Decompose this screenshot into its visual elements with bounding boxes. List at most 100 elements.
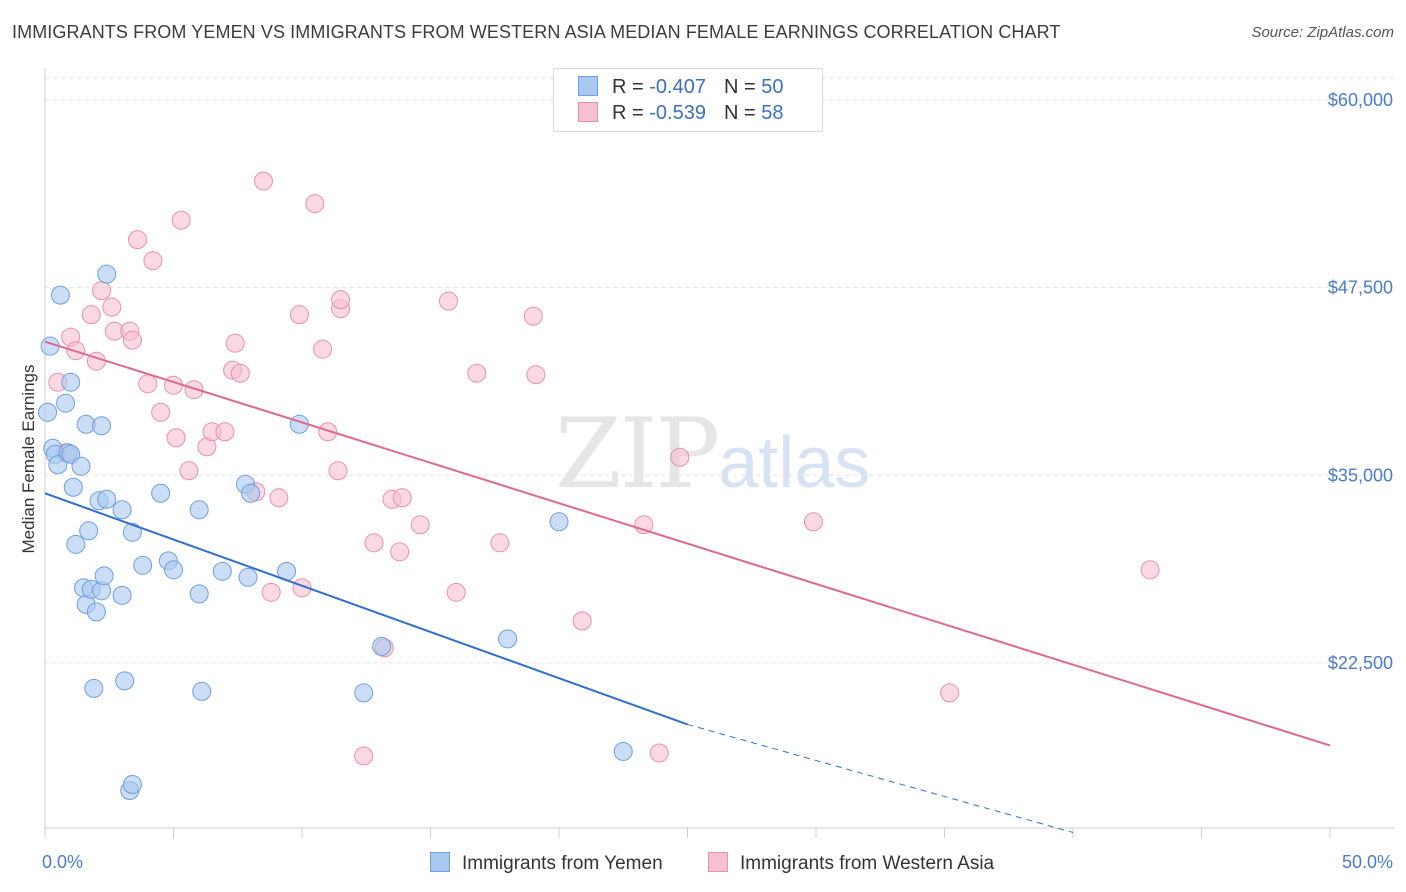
data-point-yemen (354, 683, 374, 703)
bottom-legend-western-asia: Immigrants from Western Asia (708, 852, 994, 875)
data-point-yemen (212, 561, 232, 581)
source-label: Source: ZipAtlas.com (1251, 24, 1394, 41)
data-point-yemen (92, 416, 112, 436)
data-point-yemen (189, 584, 209, 604)
data-point-western-asia (122, 330, 142, 350)
legend-r-label: R = (612, 102, 644, 124)
legend-n-value: 58 (761, 102, 784, 124)
y-axis-label: Median Female Earnings (19, 365, 38, 554)
data-point-western-asia (166, 428, 186, 448)
data-point-yemen (66, 534, 86, 554)
data-point-western-asia (313, 339, 333, 359)
data-point-yemen (79, 521, 99, 541)
data-point-yemen (115, 671, 135, 691)
data-point-western-asia (328, 461, 348, 481)
data-point-yemen (122, 774, 142, 794)
data-point-western-asia (392, 488, 412, 508)
watermark-atlas: atlas (718, 423, 871, 503)
data-point-western-asia (390, 542, 410, 562)
legend-r-label: R = (612, 76, 644, 98)
data-point-western-asia (253, 171, 273, 191)
data-point-yemen (71, 456, 91, 476)
data-point-yemen (133, 555, 153, 575)
data-point-western-asia (164, 375, 183, 395)
legend-swatch-western-asia (578, 102, 598, 122)
data-point-yemen (241, 483, 261, 503)
data-point-western-asia (438, 291, 458, 311)
data-point-yemen (97, 489, 117, 509)
data-point-western-asia (151, 402, 171, 422)
bottom-legend-swatch-western-asia (708, 852, 728, 872)
trend-line-western-asia (44, 340, 1331, 747)
yemen-points (38, 264, 633, 800)
data-point-yemen (97, 264, 117, 284)
chart-title: IMMIGRANTS FROM YEMEN VS IMMIGRANTS FROM… (12, 22, 1061, 42)
data-point-western-asia (940, 683, 960, 703)
data-point-western-asia (289, 305, 309, 325)
data-point-western-asia (269, 488, 289, 508)
data-point-western-asia (305, 194, 325, 214)
data-point-western-asia (230, 363, 250, 383)
data-point-western-asia (523, 306, 543, 326)
data-point-yemen (112, 500, 132, 520)
data-point-western-asia (649, 743, 669, 763)
legend-r-value: -0.539 (649, 102, 706, 124)
data-point-yemen (613, 741, 633, 761)
data-point-western-asia (138, 374, 158, 394)
y-tick-label: $22,500 (1328, 653, 1393, 673)
data-point-western-asia (364, 533, 384, 553)
data-point-yemen (86, 602, 106, 622)
data-point-yemen (189, 500, 209, 520)
legend-n-value: 50 (761, 76, 784, 98)
data-point-western-asia (184, 380, 204, 400)
y-tick-label: $35,000 (1328, 465, 1393, 485)
data-point-western-asia (215, 422, 235, 442)
legend-r-value: -0.407 (649, 76, 706, 98)
data-point-western-asia (102, 297, 122, 317)
data-point-western-asia (81, 305, 101, 325)
legend-swatch-yemen (578, 76, 598, 96)
data-point-western-asia (1140, 560, 1160, 580)
watermark: ZIPatlas (555, 398, 870, 510)
bottom-legend-yemen: Immigrants from Yemen (430, 852, 663, 875)
data-point-western-asia (179, 461, 199, 481)
data-point-western-asia (331, 290, 351, 310)
y-tick-label: $60,000 (1328, 90, 1393, 110)
data-point-western-asia (143, 251, 163, 271)
data-point-western-asia (354, 746, 374, 766)
data-point-yemen (164, 560, 183, 580)
data-point-yemen (498, 629, 518, 649)
western-asia-points (48, 171, 1160, 766)
data-point-yemen (122, 522, 142, 542)
data-point-western-asia (318, 422, 338, 442)
legend-row-western-asia: R = -0.539 N = 58 (578, 102, 783, 126)
legend-row-yemen: R = -0.407 N = 50 (578, 76, 783, 100)
data-point-yemen (549, 512, 569, 532)
trend-line-yemen-extension (687, 723, 1074, 833)
data-point-yemen (56, 393, 76, 413)
axis-labels: $22,500 $35,000 $47,500 $60,000 0.0% 50.0% Med… (19, 90, 1393, 872)
data-point-western-asia (128, 230, 148, 250)
axes (44, 68, 1395, 838)
data-point-yemen (151, 483, 171, 503)
data-point-yemen (192, 681, 212, 701)
data-point-western-asia (261, 582, 281, 602)
trend-lines (44, 340, 1331, 833)
data-point-yemen (238, 567, 258, 587)
data-point-yemen (372, 636, 392, 656)
data-point-yemen (61, 372, 81, 392)
data-point-western-asia (446, 582, 466, 602)
bottom-legend-label-yemen: Immigrants from Yemen (462, 853, 663, 874)
data-point-western-asia (526, 365, 546, 385)
data-point-western-asia (410, 515, 430, 535)
data-point-western-asia (92, 281, 112, 301)
data-point-western-asia (467, 363, 487, 383)
data-point-western-asia (490, 533, 510, 553)
data-point-yemen (84, 678, 104, 698)
legend-n-label: N = (723, 102, 756, 124)
legend-n-label: N = (723, 76, 756, 98)
data-point-yemen (63, 477, 83, 497)
x-tick-label: 50.0% (1342, 852, 1393, 872)
data-point-western-asia (171, 210, 191, 230)
